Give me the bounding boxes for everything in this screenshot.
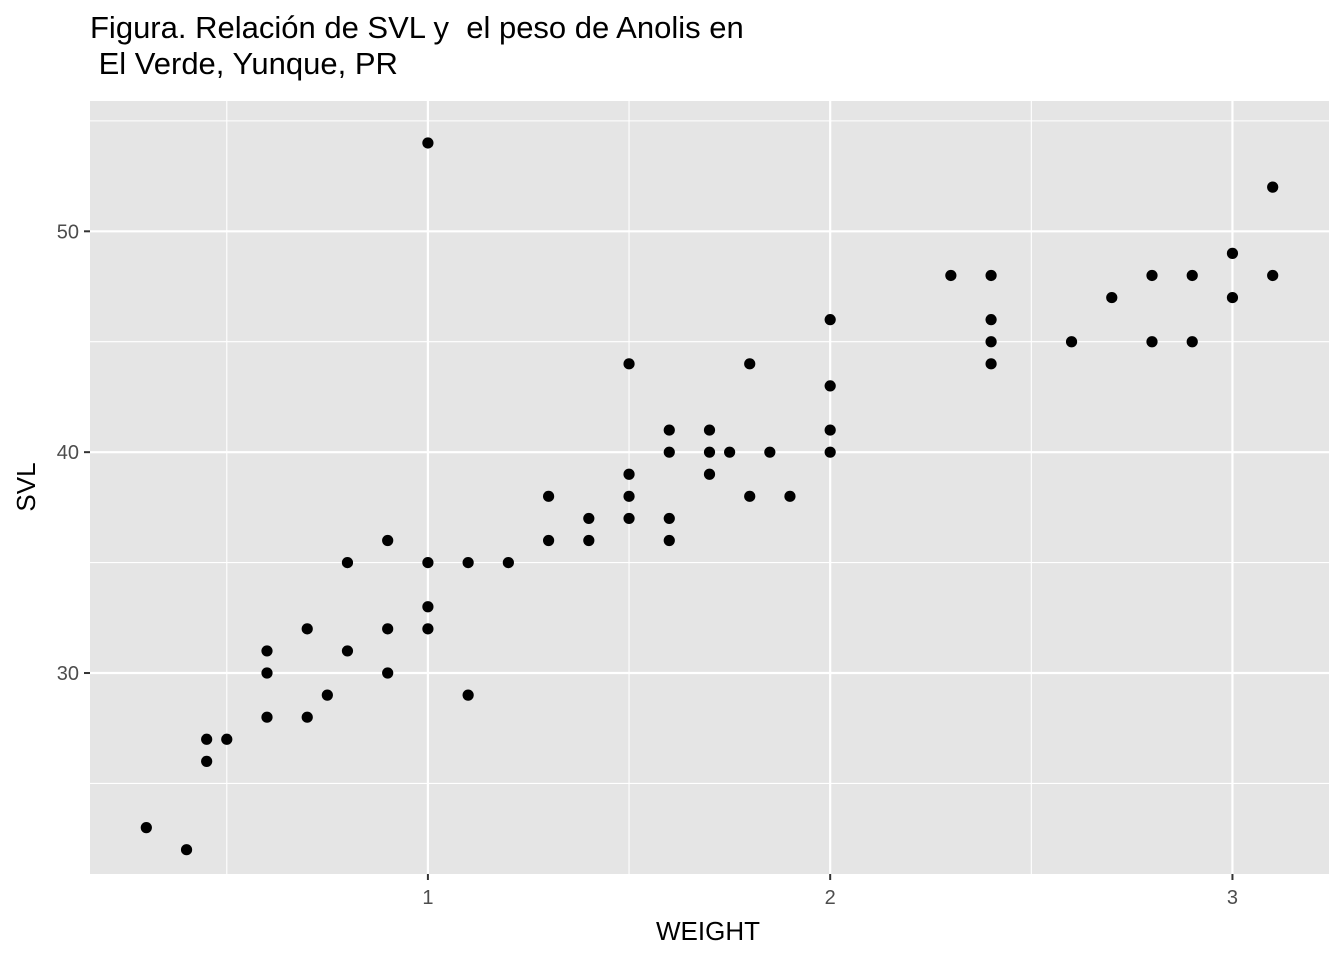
data-point bbox=[1106, 291, 1118, 304]
data-point bbox=[663, 534, 675, 547]
data-point bbox=[140, 822, 152, 834]
data-point bbox=[623, 512, 635, 525]
data-point bbox=[201, 733, 213, 745]
data-point bbox=[623, 490, 635, 502]
data-point bbox=[502, 556, 514, 569]
data-point bbox=[382, 667, 394, 679]
x-axis-title: WEIGHT bbox=[656, 916, 760, 946]
data-point bbox=[422, 556, 434, 569]
data-point bbox=[703, 424, 716, 436]
data-point bbox=[623, 468, 635, 480]
x-tick-label: 1 bbox=[422, 887, 433, 909]
data-point bbox=[422, 137, 434, 149]
data-point bbox=[623, 358, 635, 370]
y-axis-title: SVL bbox=[11, 462, 41, 511]
data-point bbox=[382, 623, 394, 635]
data-point bbox=[542, 534, 555, 547]
data-point bbox=[824, 314, 836, 326]
data-point bbox=[1267, 269, 1279, 282]
data-point bbox=[824, 424, 836, 436]
data-point bbox=[382, 534, 394, 547]
data-point bbox=[301, 711, 313, 723]
y-tick-label: 40 bbox=[57, 442, 79, 464]
y-axis-ticks: 30 40 50 bbox=[57, 221, 90, 685]
data-point bbox=[985, 358, 997, 370]
data-point bbox=[1146, 269, 1158, 282]
data-point bbox=[301, 623, 313, 635]
data-point bbox=[341, 645, 354, 657]
data-point bbox=[985, 336, 997, 348]
data-point bbox=[824, 380, 836, 392]
data-point bbox=[583, 512, 595, 525]
y-tick-label: 50 bbox=[57, 221, 79, 243]
data-point bbox=[663, 446, 675, 458]
data-point bbox=[1146, 336, 1158, 348]
x-tick-label: 2 bbox=[825, 887, 836, 909]
data-point bbox=[180, 844, 193, 856]
data-point bbox=[462, 689, 474, 701]
data-point bbox=[744, 490, 756, 502]
data-point bbox=[542, 490, 555, 502]
y-tick-label: 30 bbox=[57, 663, 79, 685]
x-axis-ticks: 1 2 3 bbox=[422, 874, 1238, 909]
data-point bbox=[1267, 181, 1279, 193]
data-point bbox=[201, 755, 213, 767]
data-point bbox=[1065, 336, 1078, 348]
data-point bbox=[341, 556, 354, 569]
data-point bbox=[583, 534, 595, 547]
plot-panel bbox=[90, 101, 1329, 874]
data-point bbox=[703, 446, 716, 458]
data-point bbox=[1186, 269, 1198, 282]
data-point bbox=[1226, 291, 1239, 304]
data-point bbox=[261, 645, 273, 657]
data-point bbox=[1186, 336, 1198, 348]
data-point bbox=[261, 667, 273, 679]
minor-gridlines bbox=[90, 101, 1329, 874]
data-point bbox=[462, 556, 474, 569]
data-point bbox=[744, 358, 756, 370]
data-point bbox=[945, 269, 957, 282]
data-point bbox=[985, 269, 997, 282]
data-point bbox=[824, 446, 836, 458]
data-point bbox=[784, 490, 796, 502]
data-point bbox=[724, 446, 736, 458]
data-point bbox=[764, 446, 776, 458]
data-point bbox=[663, 424, 675, 436]
data-point bbox=[221, 733, 233, 745]
data-point bbox=[1226, 247, 1239, 259]
data-point bbox=[422, 623, 434, 635]
data-point bbox=[321, 689, 333, 701]
x-tick-label: 3 bbox=[1227, 887, 1238, 909]
data-point bbox=[422, 601, 434, 613]
chart-title: Figura. Relación de SVL y el peso de Ano… bbox=[90, 10, 744, 81]
data-point bbox=[663, 512, 675, 525]
data-point bbox=[703, 468, 716, 480]
data-point bbox=[261, 711, 273, 723]
data-points bbox=[140, 137, 1279, 856]
data-point bbox=[985, 314, 997, 326]
